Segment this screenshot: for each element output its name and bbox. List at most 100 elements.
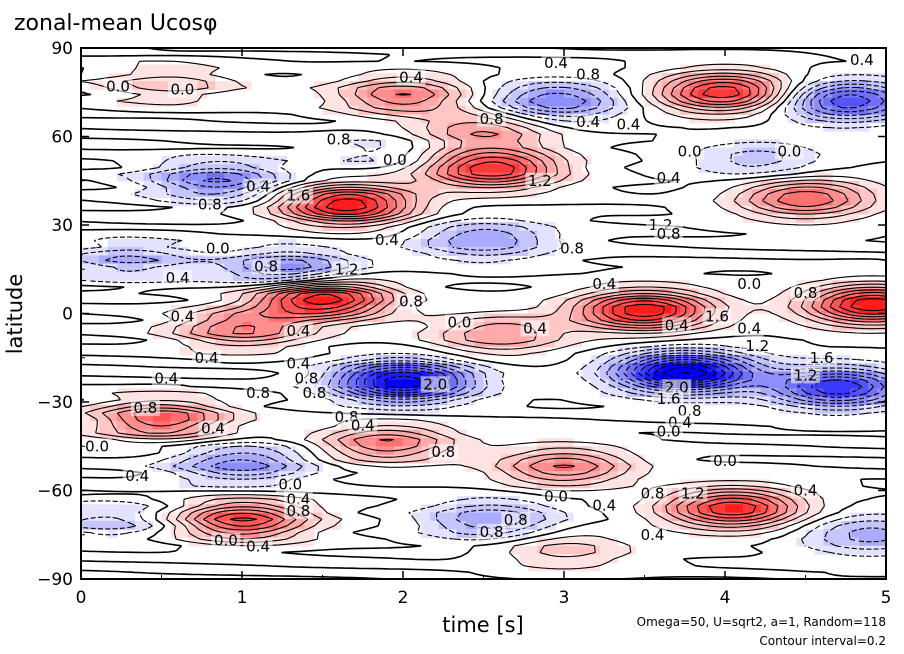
heatmap-cell bbox=[438, 197, 449, 207]
heatmap-cell bbox=[635, 313, 646, 323]
heatmap-cell bbox=[805, 280, 816, 290]
heatmap-cell bbox=[250, 462, 261, 472]
heatmap-cell bbox=[850, 89, 860, 99]
heatmap-cell bbox=[197, 446, 207, 456]
heatmap-cell bbox=[537, 446, 547, 456]
heatmap-cell bbox=[170, 404, 180, 414]
heatmap-cell bbox=[850, 122, 860, 132]
heatmap-cell bbox=[707, 97, 717, 107]
heatmap-cell bbox=[805, 189, 816, 198]
heatmap-cell bbox=[304, 263, 315, 273]
heatmap-cell bbox=[456, 189, 467, 198]
heatmap-cell bbox=[411, 205, 422, 215]
heatmap-cell bbox=[510, 313, 520, 323]
heatmap-cell bbox=[403, 421, 413, 431]
heatmap-cell bbox=[188, 471, 198, 481]
heatmap-cell bbox=[206, 263, 216, 273]
heatmap-cell bbox=[733, 89, 744, 99]
heatmap-cell bbox=[742, 89, 753, 99]
heatmap-cell bbox=[653, 321, 663, 331]
heatmap-cell bbox=[662, 72, 672, 82]
heatmap-cell bbox=[259, 172, 270, 182]
heatmap-cell bbox=[528, 122, 538, 132]
contour-negative bbox=[81, 74, 886, 557]
heatmap-cell bbox=[617, 106, 628, 115]
heatmap-cell bbox=[814, 180, 824, 190]
heatmap-cell bbox=[519, 247, 529, 257]
heatmap-cell bbox=[242, 247, 252, 257]
contour-label-bg bbox=[525, 172, 555, 189]
heatmap-cell bbox=[295, 222, 306, 232]
heatmap-cell bbox=[376, 106, 386, 115]
heatmap-cell bbox=[859, 388, 869, 398]
heatmap-cell bbox=[644, 346, 655, 356]
heatmap-cell bbox=[107, 520, 118, 530]
heatmap-cell bbox=[358, 446, 368, 456]
heatmap-cell bbox=[250, 305, 261, 315]
heatmap-cell bbox=[376, 354, 386, 364]
heatmap-cell bbox=[501, 172, 511, 182]
heatmap-cell bbox=[367, 288, 377, 298]
contour-label-bg bbox=[477, 110, 507, 127]
heatmap-cell bbox=[778, 296, 789, 306]
heatmap-cell bbox=[689, 479, 699, 489]
heatmap-cell bbox=[725, 189, 735, 198]
heatmap-cell bbox=[385, 106, 395, 115]
heatmap-cell bbox=[313, 255, 324, 265]
heatmap-cell bbox=[823, 89, 833, 99]
heatmap-cell bbox=[224, 321, 234, 331]
heatmap-cell bbox=[438, 72, 449, 82]
heatmap-cell bbox=[868, 197, 878, 207]
heatmap-cell bbox=[349, 197, 359, 207]
heatmap-cell bbox=[733, 139, 744, 149]
heatmap-cell bbox=[778, 371, 789, 381]
heatmap-cell bbox=[626, 371, 637, 381]
heatmap-cell bbox=[242, 462, 252, 472]
heatmap-cell bbox=[215, 155, 225, 165]
heatmap-cell bbox=[760, 520, 771, 530]
heatmap-cell bbox=[644, 89, 655, 99]
heatmap-cell bbox=[447, 512, 458, 522]
heatmap-cell bbox=[170, 529, 180, 539]
heatmap-cell bbox=[492, 454, 502, 464]
heatmap-cell bbox=[725, 197, 735, 207]
heatmap-cell bbox=[564, 554, 574, 564]
heatmap-cell bbox=[671, 346, 681, 356]
heatmap-cell bbox=[832, 379, 842, 389]
contour-label: 0.4 bbox=[576, 113, 600, 131]
heatmap-cell bbox=[215, 172, 225, 182]
heatmap-cell bbox=[546, 305, 556, 315]
heatmap-cell bbox=[483, 122, 494, 132]
heatmap-cell bbox=[859, 89, 869, 99]
heatmap-cell bbox=[107, 421, 118, 431]
heatmap-cell bbox=[367, 454, 377, 464]
heatmap-cell bbox=[331, 388, 341, 398]
heatmap-cell bbox=[492, 172, 502, 182]
heatmap-cell bbox=[707, 504, 717, 514]
heatmap-cell bbox=[313, 288, 324, 298]
heatmap-cell bbox=[501, 89, 511, 99]
heatmap-cell bbox=[429, 437, 440, 447]
heatmap-cell bbox=[429, 321, 440, 331]
heatmap-cell bbox=[331, 81, 341, 91]
heatmap-cell bbox=[277, 189, 288, 198]
contour-label-bg bbox=[251, 258, 281, 275]
heatmap-cell bbox=[188, 446, 198, 456]
heatmap-cell bbox=[564, 479, 574, 489]
heatmap-cell bbox=[322, 429, 333, 439]
heatmap-cell bbox=[608, 388, 619, 398]
heatmap-cell bbox=[742, 396, 753, 406]
y-tick-label: −60 bbox=[37, 482, 73, 502]
heatmap-cell bbox=[760, 205, 771, 215]
heatmap-cell bbox=[733, 64, 744, 74]
heatmap-cell bbox=[152, 321, 163, 331]
heatmap-cell bbox=[608, 89, 619, 99]
contour-label-bg bbox=[541, 488, 571, 505]
heatmap-cell bbox=[787, 305, 798, 315]
heatmap-cell bbox=[492, 496, 502, 505]
heatmap-cell bbox=[89, 404, 100, 414]
heatmap-cell bbox=[814, 305, 824, 315]
heatmap-cell bbox=[546, 545, 556, 555]
heatmap-cell bbox=[760, 189, 771, 198]
heatmap-cell bbox=[877, 396, 886, 406]
